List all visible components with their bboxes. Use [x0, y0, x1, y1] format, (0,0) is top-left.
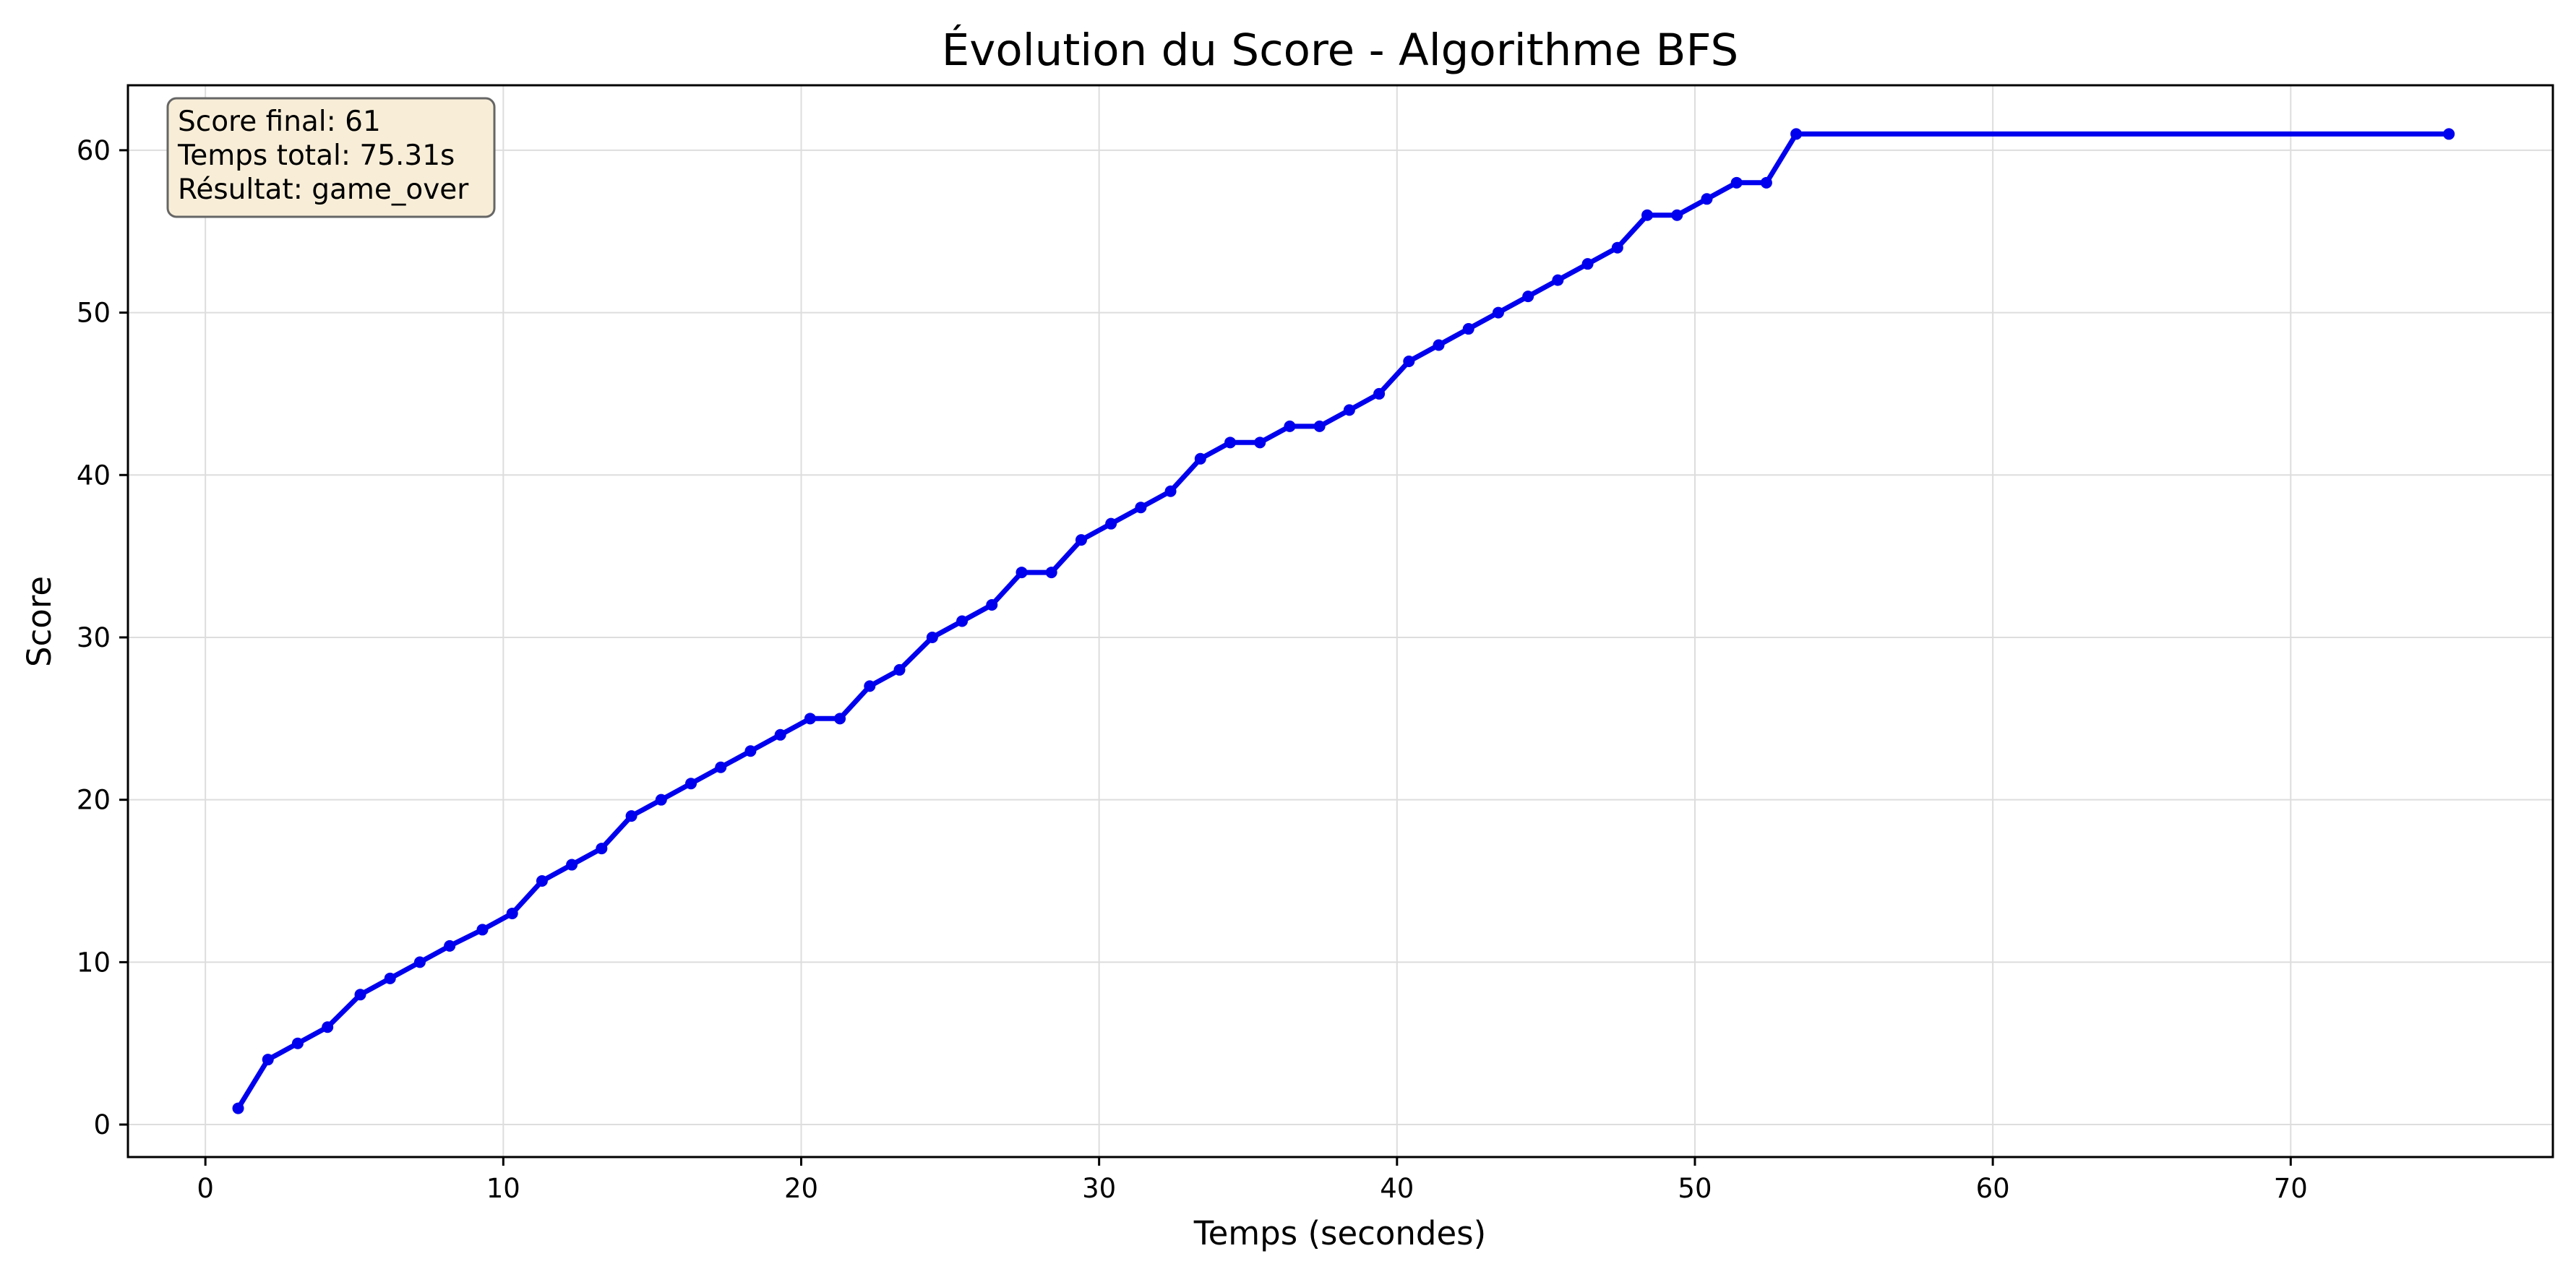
grid-lines: [128, 85, 2553, 1157]
score-point: [536, 875, 548, 887]
score-point: [566, 859, 578, 871]
summary-annotation-box: Score final: 61 Temps total: 75.31s Résu…: [166, 97, 496, 218]
x-axis-label: Temps (secondes): [1193, 1214, 1486, 1252]
chart-title: Évolution du Score - Algorithme BFS: [942, 24, 1738, 76]
score-point: [715, 761, 727, 773]
score-point: [1373, 387, 1386, 400]
x-tick-label: 0: [197, 1173, 214, 1204]
score-point: [684, 778, 697, 790]
score-point: [444, 940, 456, 952]
score-point: [956, 615, 969, 627]
annotation-box-background: [166, 97, 496, 218]
score-point: [1492, 306, 1504, 319]
score-point: [262, 1054, 274, 1066]
score-point: [1343, 404, 1355, 416]
score-point: [1075, 534, 1087, 546]
score-point: [1581, 258, 1594, 270]
score-point: [1462, 323, 1474, 335]
y-tick-label: 10: [77, 947, 111, 978]
score-point: [1552, 274, 1564, 286]
score-point: [1284, 420, 1296, 432]
score-point: [893, 663, 906, 676]
y-tick-label: 30: [77, 622, 111, 653]
x-tick-label: 40: [1380, 1173, 1414, 1204]
x-tick-label: 50: [1678, 1173, 1712, 1204]
score-point: [322, 1021, 334, 1033]
y-axis-label: Score: [20, 576, 59, 667]
score-point: [232, 1102, 244, 1114]
score-point: [354, 989, 366, 1001]
score-point: [1254, 437, 1266, 449]
score-point: [926, 631, 938, 643]
annotation-result: Résultat: game_over: [178, 173, 469, 206]
x-tick-label: 60: [1976, 1173, 2010, 1204]
score-point: [1045, 567, 1057, 579]
annotation-final-score: Score final: 61: [178, 106, 381, 138]
score-point: [986, 599, 998, 611]
score-point: [744, 745, 757, 757]
score-point: [1313, 420, 1326, 432]
axis-ticks: 0 10 20 30 40 50 60 70 0 10 20 30 40 50 60: [77, 135, 2308, 1204]
score-point: [413, 956, 426, 968]
plot-area-frame: [126, 84, 2554, 1158]
score-point: [1701, 193, 1713, 205]
score-point: [1790, 128, 1803, 140]
score-point: [864, 680, 876, 692]
score-point: [2443, 128, 2455, 140]
y-tick-label: 60: [77, 135, 111, 166]
score-point: [655, 794, 667, 806]
score-point: [1403, 355, 1415, 367]
score-point: [1760, 176, 1772, 189]
score-point: [384, 972, 396, 984]
y-tick-label: 0: [93, 1109, 111, 1140]
y-tick-label: 50: [77, 298, 111, 329]
score-point: [1194, 452, 1206, 465]
score-point: [476, 924, 489, 936]
score-point: [1105, 517, 1117, 530]
x-tick-label: 30: [1082, 1173, 1116, 1204]
score-point: [1224, 437, 1236, 449]
score-point: [1730, 176, 1743, 189]
score-point: [1611, 241, 1623, 254]
score-point: [1164, 485, 1177, 497]
annotation-total-time: Temps total: 75.31s: [177, 139, 455, 172]
score-point: [774, 728, 786, 741]
score-point: [1016, 567, 1028, 579]
score-point: [1433, 339, 1445, 351]
y-tick-label: 40: [77, 460, 111, 491]
x-tick-label: 10: [486, 1173, 520, 1204]
score-point: [506, 907, 518, 919]
x-tick-label: 20: [784, 1173, 818, 1204]
score-point: [1135, 502, 1147, 514]
score-point: [291, 1037, 304, 1049]
y-tick-label: 20: [77, 785, 111, 816]
score-point: [625, 810, 637, 822]
score-series: [232, 128, 2455, 1114]
score-point: [1522, 291, 1534, 303]
score-point: [596, 843, 608, 855]
score-point: [804, 713, 816, 725]
x-tick-label: 70: [2274, 1173, 2308, 1204]
score-point: [834, 713, 846, 725]
score-point: [1641, 209, 1654, 221]
score-point: [1671, 209, 1683, 221]
